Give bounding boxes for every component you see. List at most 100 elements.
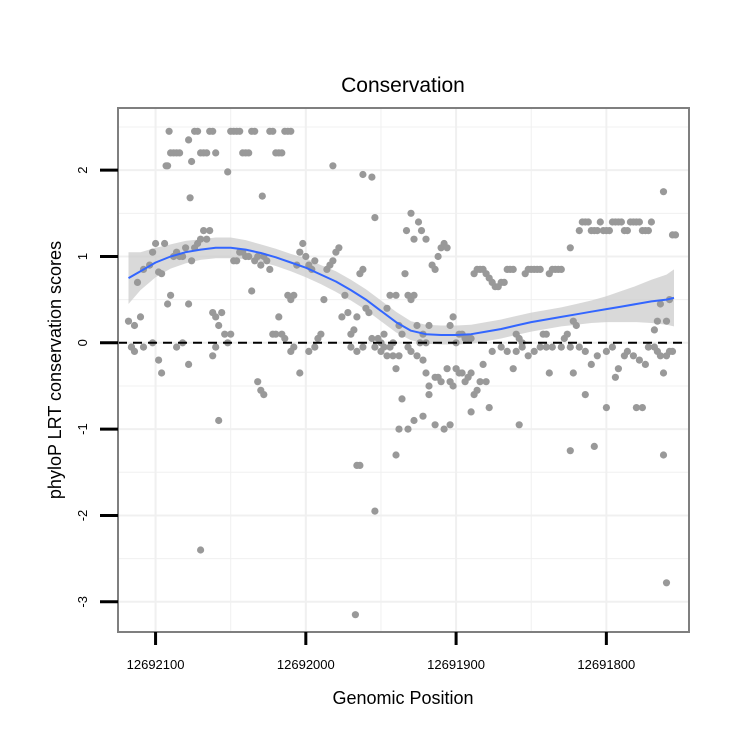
data-point (281, 334, 289, 343)
data-point (338, 313, 346, 321)
data-point (258, 192, 266, 200)
data-point (218, 309, 226, 317)
data-point (401, 270, 409, 278)
data-point (164, 300, 172, 308)
data-point (227, 330, 235, 338)
data-point (467, 408, 475, 416)
data-point (608, 343, 617, 351)
data-point (185, 360, 193, 368)
data-point (650, 326, 659, 334)
data-point (422, 369, 430, 377)
data-point (425, 391, 433, 399)
data-point (437, 378, 445, 386)
smooth-line-layer (128, 246, 675, 336)
data-point (351, 611, 359, 619)
data-point (371, 507, 379, 515)
data-point (152, 239, 160, 248)
data-point (404, 425, 412, 433)
grid-lines (118, 108, 689, 632)
data-point (197, 235, 205, 243)
data-point (206, 227, 214, 235)
data-point (203, 235, 211, 243)
data-point (245, 252, 253, 261)
data-point (497, 343, 505, 351)
data-point (671, 231, 680, 239)
data-point (548, 343, 556, 351)
data-point (380, 343, 388, 351)
data-point (233, 257, 241, 265)
data-point (194, 127, 202, 135)
data-point (572, 321, 580, 330)
data-point (197, 546, 205, 554)
data-point (215, 321, 223, 330)
data-point (212, 313, 220, 321)
data-point (479, 360, 487, 368)
x-tick-label: 12691900 (427, 657, 485, 672)
y-tick-label: -3 (75, 596, 90, 608)
data-point (488, 347, 496, 355)
x-tick-label: 12692100 (127, 657, 185, 672)
data-point (392, 365, 400, 373)
data-point (136, 313, 145, 321)
data-point (662, 579, 671, 587)
data-point (659, 188, 668, 196)
panel-background (118, 108, 689, 632)
data-point (392, 451, 400, 459)
panel-border (117, 107, 690, 633)
data-point (329, 257, 337, 265)
data-point (638, 404, 647, 412)
data-point (575, 227, 583, 235)
data-point (353, 313, 361, 321)
data-point (668, 347, 677, 355)
data-point (419, 356, 427, 364)
data-point (368, 334, 376, 343)
data-point (410, 291, 418, 299)
data-point (162, 162, 170, 170)
data-point (635, 356, 644, 364)
data-point (659, 451, 668, 459)
x-tick-label: 12691800 (577, 657, 635, 672)
data-point (359, 170, 367, 179)
data-point (590, 442, 598, 450)
data-point (458, 369, 466, 377)
x-tick-label: 12692000 (277, 657, 335, 672)
data-point (356, 461, 364, 469)
data-point (515, 421, 523, 429)
x-axis: 12692100 12692000 12691900 12691800 (127, 632, 635, 672)
data-point (266, 265, 274, 273)
data-point (635, 218, 644, 226)
data-point (402, 227, 411, 235)
points-layer (124, 127, 680, 619)
data-point (623, 227, 632, 235)
data-point (611, 373, 620, 381)
data-point (251, 127, 259, 135)
data-point (446, 421, 454, 429)
data-point (584, 218, 592, 226)
data-point (581, 347, 589, 355)
data-point (389, 352, 397, 360)
data-point (518, 343, 526, 351)
data-point (566, 343, 574, 351)
data-point (179, 252, 187, 261)
data-point (149, 248, 157, 256)
data-point (563, 330, 571, 338)
data-point (581, 391, 589, 399)
data-point (509, 365, 517, 373)
data-point (575, 343, 583, 351)
y-axis-title: phyloP LRT conservation scores (45, 241, 65, 499)
x-axis-title: Genomic Position (332, 688, 473, 708)
data-point (365, 309, 373, 317)
data-point (200, 227, 208, 235)
confidence-ribbon-layer (128, 237, 674, 345)
data-point (629, 352, 638, 360)
data-point (596, 218, 604, 226)
data-point (203, 149, 211, 157)
data-point (215, 416, 223, 425)
data-point (254, 378, 262, 386)
data-point (623, 347, 632, 355)
data-point (431, 265, 439, 273)
data-point (368, 173, 376, 181)
y-axis: -3 -2 -1 0 1 2 (75, 167, 118, 608)
data-point (542, 343, 550, 351)
data-point (446, 321, 454, 330)
